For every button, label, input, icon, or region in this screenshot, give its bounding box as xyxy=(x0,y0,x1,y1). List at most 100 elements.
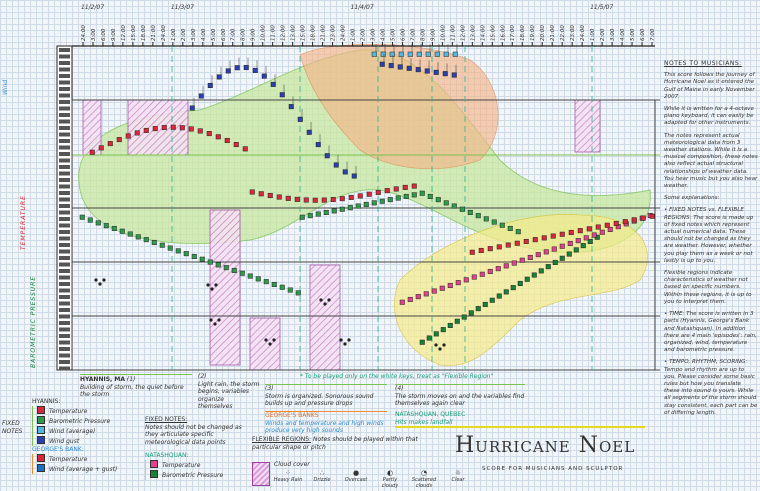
time-label: 20:00 xyxy=(540,25,546,41)
time-label: 3:00 xyxy=(91,28,97,41)
note xyxy=(279,92,285,98)
time-label: 4:00 xyxy=(380,28,386,41)
piano-key xyxy=(59,223,70,228)
note xyxy=(527,254,533,260)
time-label: 4:00 xyxy=(201,28,207,41)
time-label: 9:00 xyxy=(430,28,436,41)
time-label: 18:00 xyxy=(141,25,147,41)
note xyxy=(568,229,574,235)
note xyxy=(395,195,401,201)
note xyxy=(323,209,329,215)
note xyxy=(468,310,474,316)
note xyxy=(538,268,544,274)
temperature-swatch xyxy=(37,454,45,462)
note xyxy=(339,206,345,212)
note xyxy=(475,306,481,312)
note xyxy=(119,228,125,234)
notes-paragraph: The notes represent actual meteorologica… xyxy=(664,132,758,190)
note xyxy=(357,193,363,199)
note xyxy=(511,260,517,266)
note xyxy=(143,237,149,243)
time-label: 10:00 xyxy=(440,25,446,41)
note xyxy=(415,67,421,73)
weather-symbol-clear: ☼ Clear xyxy=(442,469,474,489)
note xyxy=(239,270,245,276)
time-label: 3:00 xyxy=(610,28,616,41)
note xyxy=(116,137,122,143)
piano-key xyxy=(59,191,70,195)
weather-symbol-drizzle: ∴ Drizzle xyxy=(306,469,338,489)
time-label: 9:00 xyxy=(251,28,257,41)
note xyxy=(514,240,520,246)
note xyxy=(550,233,556,239)
time-label: 23:00 xyxy=(570,25,576,41)
time-label: 3:00 xyxy=(370,28,376,41)
note xyxy=(483,216,489,222)
wind-axis-label: Wind xyxy=(2,79,9,95)
heavy-rain-symbol xyxy=(213,322,217,326)
piano-key xyxy=(59,171,70,176)
piano-key xyxy=(59,93,70,98)
cloud-cover-block xyxy=(127,99,189,156)
page-title: Hurricane Noel xyxy=(455,433,636,458)
note xyxy=(397,64,403,70)
note xyxy=(566,251,572,257)
note xyxy=(223,265,229,271)
note xyxy=(406,65,412,71)
note xyxy=(411,183,417,189)
note xyxy=(580,243,586,249)
time-label: 11:00 xyxy=(271,25,277,41)
note xyxy=(315,211,321,217)
time-label: 24:00 xyxy=(81,25,87,41)
cloud-cover-block xyxy=(249,317,281,371)
note xyxy=(451,72,457,78)
note xyxy=(469,249,475,255)
weather-symbol-scattered-clouds: ◔ Scattered clouds xyxy=(408,469,440,489)
note xyxy=(387,197,393,203)
note xyxy=(379,198,385,204)
note xyxy=(496,244,502,250)
note xyxy=(107,141,113,147)
note xyxy=(622,219,628,225)
note xyxy=(541,235,547,241)
note xyxy=(433,331,439,337)
piano-key xyxy=(59,126,70,130)
piano-key xyxy=(59,132,70,137)
note xyxy=(263,279,269,285)
time-label: 2:00 xyxy=(600,28,606,41)
time-label: 19:00 xyxy=(530,25,536,41)
piano-key xyxy=(59,61,70,65)
note xyxy=(215,262,221,268)
note xyxy=(431,288,437,294)
note xyxy=(321,197,327,203)
temperature-axis-label: TEMPERATURE xyxy=(20,195,27,250)
note xyxy=(297,116,303,122)
notes-paragraph: This score follows the journey of Hurric… xyxy=(664,72,755,100)
note xyxy=(640,215,646,221)
note xyxy=(87,217,93,223)
weather-symbol-label: Heavy Rain xyxy=(273,477,303,483)
note xyxy=(276,194,282,200)
note xyxy=(496,293,502,299)
note xyxy=(366,191,372,197)
piano-key xyxy=(59,366,70,371)
piano-key xyxy=(59,295,70,299)
note xyxy=(424,68,430,74)
note xyxy=(167,245,173,251)
time-label: 21:00 xyxy=(151,25,157,41)
note xyxy=(503,289,509,295)
note xyxy=(312,197,318,203)
note xyxy=(339,196,345,202)
note xyxy=(207,82,213,88)
time-label: 6:00 xyxy=(221,28,227,41)
note xyxy=(439,285,445,291)
date-label: 11/4/07 xyxy=(350,4,374,11)
weather-symbol-partly-cloudy: ◐ Partly cloudy xyxy=(374,469,406,489)
note xyxy=(523,238,529,244)
time-label: 7:00 xyxy=(231,28,237,41)
note xyxy=(604,222,610,228)
note xyxy=(170,124,176,130)
weather-symbol-overcast: ● Overcast xyxy=(340,469,372,489)
piano-key xyxy=(59,152,70,156)
note xyxy=(175,248,181,254)
